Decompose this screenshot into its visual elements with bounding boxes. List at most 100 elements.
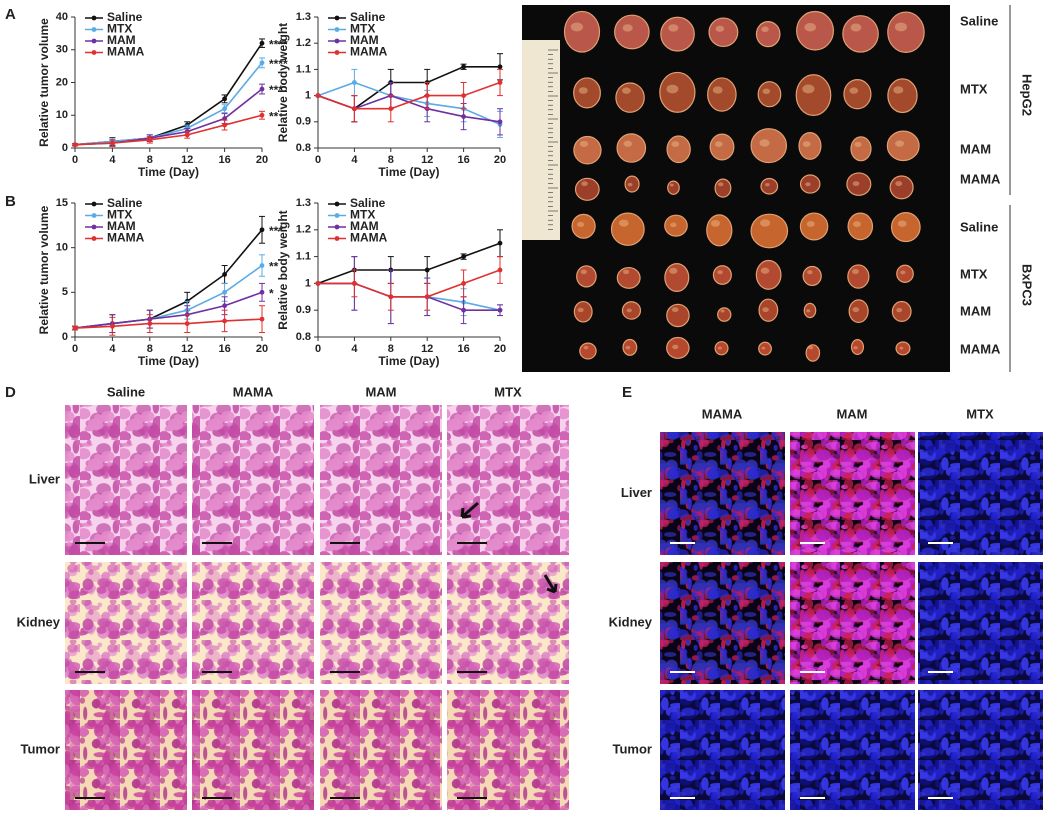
- legend-marker: [334, 213, 340, 218]
- series-line: [74, 318, 263, 329]
- tumor-highlight: [900, 270, 906, 275]
- tumor-highlight: [806, 221, 815, 227]
- tumor-photo: [755, 21, 781, 48]
- point: [222, 318, 228, 324]
- point: [259, 60, 265, 66]
- legend-marker: [334, 50, 340, 55]
- point: [259, 86, 265, 92]
- legend-marker: [334, 224, 340, 230]
- legend-label: MAMA: [350, 231, 388, 245]
- tumor-highlight: [623, 140, 633, 147]
- tumor-highlight: [669, 183, 674, 187]
- tumor-photo: [803, 302, 817, 319]
- tumor-photo: [579, 342, 597, 360]
- significance-label: ***: [269, 83, 283, 97]
- x-tick-label: 20: [256, 343, 268, 355]
- tumor-photo: [886, 130, 920, 162]
- tumor-photo: [615, 82, 645, 113]
- y-tick-label: 0.8: [296, 331, 311, 343]
- point: [424, 294, 430, 300]
- x-tick-label: 12: [421, 154, 433, 166]
- x-tick-label: 8: [388, 154, 394, 166]
- point: [497, 267, 503, 273]
- tumor-photo: [750, 213, 789, 249]
- point: [424, 93, 430, 98]
- significance-label: ****: [269, 57, 288, 71]
- tumor-highlight: [577, 221, 585, 228]
- column-label: MTX: [494, 384, 522, 399]
- point: [461, 281, 466, 286]
- legend-label: MTX: [350, 208, 375, 222]
- tumor-highlight: [895, 140, 904, 147]
- tumor-photo: [758, 298, 779, 322]
- tumor-highlight: [626, 308, 632, 313]
- legend-marker: [334, 38, 340, 44]
- column-label: MAM: [836, 406, 867, 421]
- tumor-highlight: [759, 139, 770, 147]
- y-tick-label: 0.8: [296, 142, 311, 154]
- tumor-highlight: [622, 87, 631, 94]
- y-tick-label: 30: [56, 44, 68, 56]
- tumor-photo: [889, 175, 914, 200]
- tumor-highlight: [668, 24, 679, 32]
- tumor-photo: [850, 136, 872, 162]
- row-label: Liver: [29, 471, 60, 486]
- y-tick-label: 20: [56, 76, 68, 88]
- column-label: MAMA: [233, 384, 274, 399]
- legend-marker: [91, 224, 97, 230]
- tumor-highlight: [715, 25, 725, 32]
- legend-marker: [91, 213, 97, 218]
- legend-marker: [334, 201, 340, 207]
- point: [497, 119, 503, 125]
- tumor-highlight: [672, 344, 679, 350]
- point: [259, 289, 265, 295]
- series-line: [74, 264, 263, 329]
- tumor-photo: [891, 300, 912, 323]
- tumor-highlight: [805, 182, 811, 187]
- x-tick-label: 16: [218, 154, 230, 166]
- tumor-photo: [755, 259, 782, 290]
- tumor-highlight: [802, 84, 815, 94]
- x-axis-label: Time (Day): [378, 165, 439, 179]
- point: [147, 137, 153, 143]
- point: [497, 240, 503, 246]
- tumor-photo: [621, 301, 642, 320]
- series-line: [74, 62, 263, 146]
- tumor-highlight: [622, 24, 633, 32]
- legend-marker: [91, 38, 97, 44]
- tumor-highlight: [570, 22, 584, 32]
- point: [184, 132, 190, 138]
- tumor-highlight: [808, 345, 814, 350]
- y-tick-label: 0: [62, 142, 68, 154]
- tumor-photo: [896, 264, 914, 283]
- legend-label: Saline: [107, 196, 143, 210]
- fluorescence-image: [790, 690, 915, 810]
- row-label: Kidney: [17, 614, 61, 629]
- tumor-highlight: [579, 140, 589, 147]
- tumor-highlight: [712, 86, 723, 94]
- group-label: HepG2: [1020, 74, 1035, 116]
- x-tick-label: 20: [494, 154, 506, 166]
- column-label: MTX: [966, 406, 994, 421]
- y-tick-label: 1: [305, 90, 311, 102]
- histology-image: [447, 562, 569, 684]
- tumor-photo: [717, 307, 732, 322]
- row-label: Kidney: [609, 614, 653, 629]
- x-tick-label: 8: [388, 343, 394, 355]
- panel-label: D: [5, 384, 16, 401]
- tumor-highlight: [627, 182, 633, 187]
- x-tick-label: 16: [457, 154, 469, 166]
- point: [72, 325, 78, 331]
- x-tick-label: 20: [494, 343, 506, 355]
- tumor-photo: [846, 172, 872, 196]
- tumor-highlight: [893, 86, 904, 94]
- row-label: Saline: [960, 13, 998, 28]
- tumor-highlight: [804, 22, 816, 32]
- legend-marker: [334, 236, 340, 241]
- y-axis-label: Relative body weight: [276, 210, 290, 329]
- legend-marker: [334, 27, 340, 32]
- tumor-photo: [757, 81, 782, 108]
- tumor-highlight: [760, 219, 771, 227]
- point: [497, 64, 503, 70]
- point: [110, 140, 115, 146]
